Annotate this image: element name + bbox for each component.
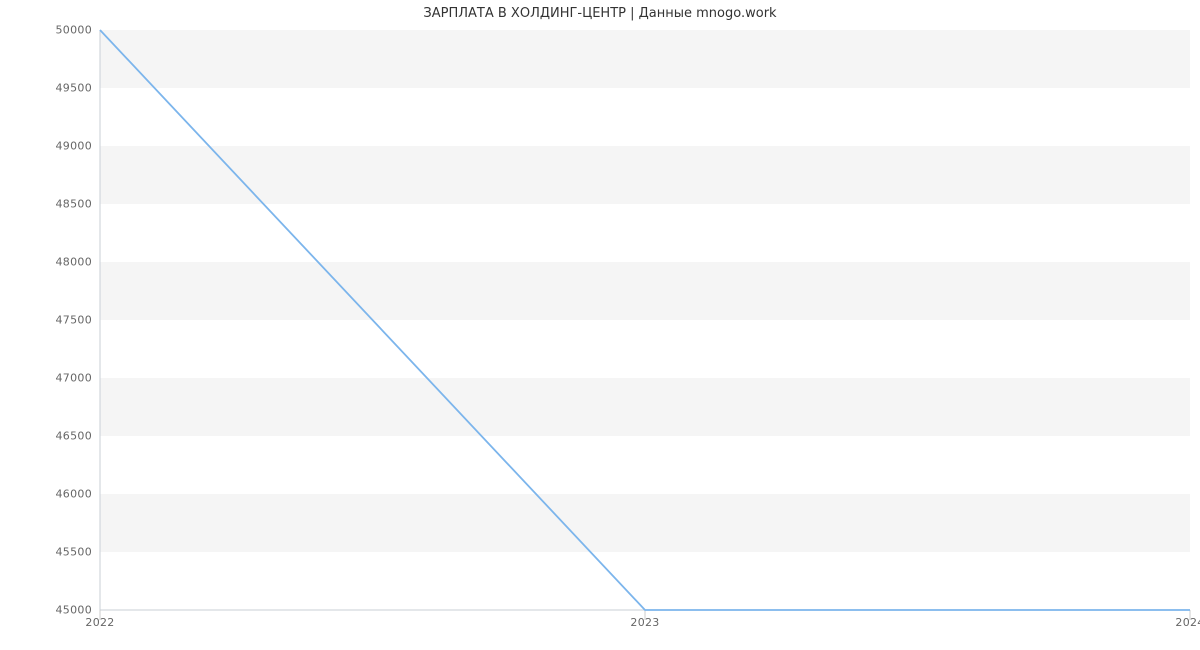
grid-band — [100, 146, 1190, 204]
x-tick-label: 2024 — [1175, 616, 1200, 629]
y-tick-label: 49000 — [56, 140, 93, 153]
plot-area: 4500045500460004650047000475004800048500… — [100, 30, 1190, 610]
x-tick-label: 2022 — [85, 616, 114, 629]
y-tick-label: 46500 — [56, 430, 93, 443]
y-tick-label: 48500 — [56, 198, 93, 211]
y-tick-label: 45000 — [56, 604, 93, 617]
salary-chart: ЗАРПЛАТА В ХОЛДИНГ-ЦЕНТР | Данные mnogo.… — [0, 0, 1200, 650]
y-tick-label: 47500 — [56, 314, 93, 327]
y-tick-label: 49500 — [56, 82, 93, 95]
grid-band — [100, 30, 1190, 88]
grid-band — [100, 378, 1190, 436]
grid-band — [100, 494, 1190, 552]
y-tick-label: 45500 — [56, 546, 93, 559]
grid-band — [100, 262, 1190, 320]
y-tick-label: 50000 — [56, 24, 93, 37]
y-tick-label: 46000 — [56, 488, 93, 501]
chart-title: ЗАРПЛАТА В ХОЛДИНГ-ЦЕНТР | Данные mnogo.… — [0, 6, 1200, 21]
x-tick-label: 2023 — [630, 616, 659, 629]
chart-svg — [100, 30, 1190, 610]
y-tick-label: 47000 — [56, 372, 93, 385]
y-tick-label: 48000 — [56, 256, 93, 269]
